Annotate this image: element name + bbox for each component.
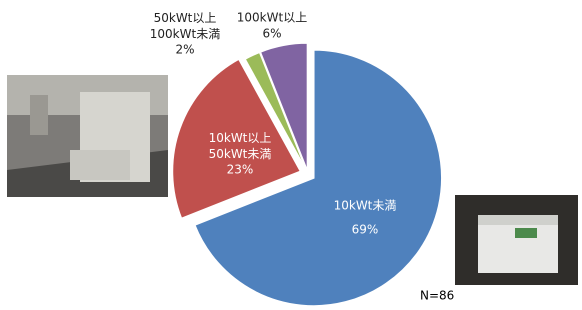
value-label: 69% — [352, 223, 379, 237]
value-label: 6% — [262, 27, 281, 41]
photo-right — [455, 195, 578, 285]
value-label: 2% — [175, 43, 194, 57]
photo-left — [7, 75, 168, 197]
chart: N=86 10kWt未満69%10kWt以上50kWt未満23%50kWt以上1… — [0, 0, 582, 310]
value-label: 23% — [227, 163, 254, 177]
slice-label: 10kWt未満 — [334, 199, 397, 213]
annotation: N=86 — [420, 289, 454, 303]
slice-label: 100kWt以上 — [237, 11, 307, 25]
